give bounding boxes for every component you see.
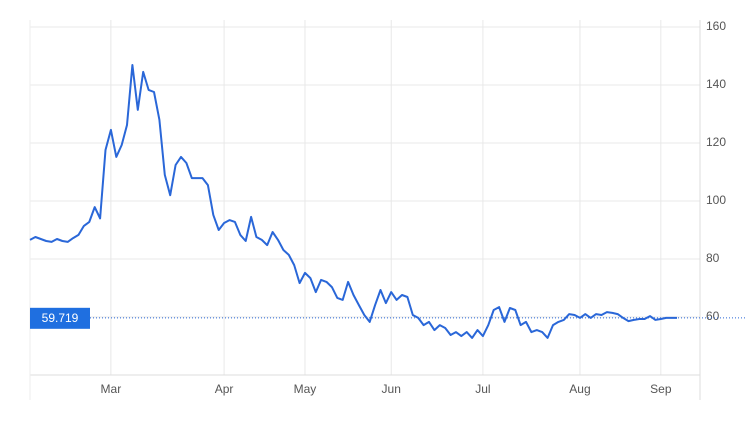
- current-value-box: [30, 307, 90, 329]
- x-tick-label: Mar: [101, 382, 122, 396]
- y-tick-label: 80: [706, 251, 720, 265]
- y-tick-label: 160: [706, 19, 726, 33]
- x-tick-label: Jun: [382, 382, 401, 396]
- x-tick-label: Jul: [475, 382, 490, 396]
- data-line: [29, 64, 677, 339]
- y-tick-label: 140: [706, 77, 726, 91]
- x-tick-label: Sep: [650, 382, 672, 396]
- y-tick-label: 120: [706, 135, 726, 149]
- y-tick-label: 100: [706, 193, 726, 207]
- x-tick-label: May: [294, 382, 317, 396]
- y-tick-label: 60: [706, 309, 720, 323]
- x-tick-label: Aug: [569, 382, 590, 396]
- x-tick-label: Apr: [215, 382, 234, 396]
- current-value-label: 59.719: [42, 311, 79, 325]
